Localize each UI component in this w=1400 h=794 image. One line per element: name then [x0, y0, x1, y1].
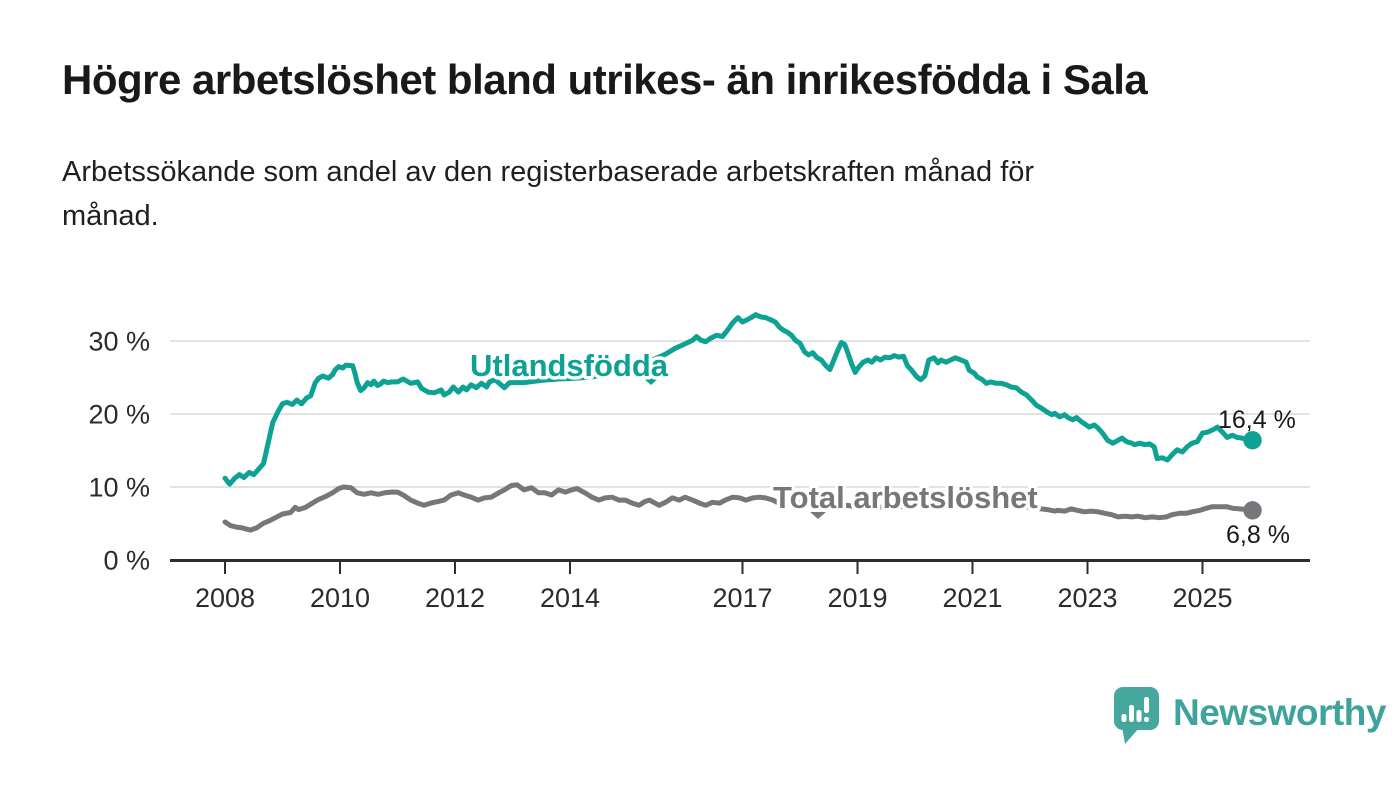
x-axis-label-2023: 2023 [1057, 583, 1117, 613]
end-dot-total-arbetsl-shet [1243, 501, 1262, 520]
y-axis-label-10: 10 % [88, 473, 150, 503]
y-axis-label-20: 20 % [88, 400, 150, 430]
page-title: Högre arbetslöshet bland utrikes- än inr… [62, 56, 1148, 103]
chart-subtitle: Arbetssökande som andel av den registerb… [62, 150, 1322, 238]
subtitle-line-2: månad. [62, 200, 159, 232]
x-axis-label-2014: 2014 [540, 583, 600, 613]
series-label-total-arbetsl-shet: Total arbetslöshet [773, 480, 1038, 515]
end-value-label-total-arbetsl-shet: 6,8 % [1226, 521, 1290, 549]
series-label-caret-total-arbetsl-shet [810, 512, 826, 519]
x-axis-label-2012: 2012 [425, 583, 485, 613]
x-axis-label-2008: 2008 [195, 583, 255, 613]
series-line-total-arbetsl-shet [222, 482, 1255, 533]
y-axis-label-30: 30 % [88, 327, 150, 357]
newsworthy-logo: Newsworthy [1112, 686, 1386, 746]
x-axis-label-2021: 2021 [942, 583, 1002, 613]
newsworthy-wordmark: Newsworthy [1173, 691, 1386, 733]
series-line-utlandsf-dda [222, 312, 1255, 487]
x-axis-label-2010: 2010 [310, 583, 370, 613]
x-axis-label-2019: 2019 [827, 583, 887, 613]
x-axis-label-2017: 2017 [712, 583, 772, 613]
x-axis-label-2025: 2025 [1172, 583, 1232, 613]
end-dot-utlandsf-dda [1243, 431, 1262, 450]
speech-bubble-bar-chart-icon [1114, 687, 1159, 744]
end-value-label-utlandsf-dda: 16,4 % [1218, 406, 1296, 434]
subtitle-line-1: Arbetssökande som andel av den registerb… [62, 156, 1035, 188]
series-label-caret-utlandsf-dda [643, 378, 659, 385]
series-label-utlandsf-dda: Utlandsfödda [470, 348, 669, 383]
y-axis-label-0: 0 % [103, 546, 150, 576]
